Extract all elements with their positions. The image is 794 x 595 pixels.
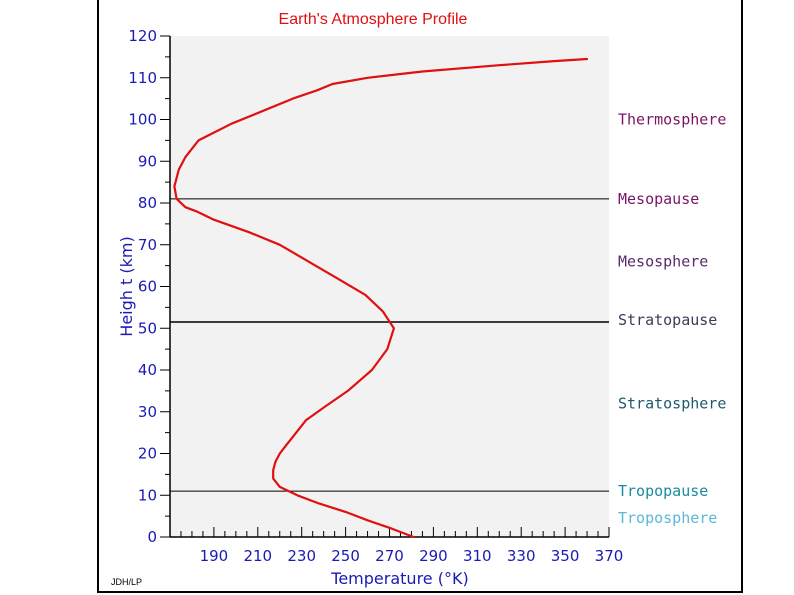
layer-label-mesopause: Mesopause — [618, 190, 699, 208]
y-tick-label: 30 — [138, 403, 157, 421]
layer-label-stratosphere: Stratosphere — [618, 394, 726, 412]
layer-label-thermosphere: Thermosphere — [618, 111, 726, 129]
chart-title: Earth's Atmosphere Profile — [279, 11, 468, 28]
x-tick-label: 350 — [551, 547, 580, 565]
y-tick-label: 70 — [138, 236, 157, 254]
credit-label: JDH/LP — [111, 577, 142, 587]
y-tick-label: 50 — [138, 319, 157, 337]
x-tick-label: 190 — [200, 547, 229, 565]
x-tick-label: 250 — [331, 547, 360, 565]
y-tick-label: 80 — [138, 194, 157, 212]
layer-label-tropopause: Tropopause — [618, 482, 708, 500]
y-tick-label: 20 — [138, 445, 157, 463]
x-axis-label: Temperature (°K) — [330, 569, 468, 588]
layer-label-mesosphere: Mesosphere — [618, 252, 708, 270]
y-tick-label: 40 — [138, 361, 157, 379]
plot-background — [170, 36, 609, 537]
x-tick-label: 210 — [243, 547, 272, 565]
y-tick-label: 0 — [147, 528, 157, 546]
x-tick-label: 270 — [375, 547, 404, 565]
y-tick-label: 10 — [138, 486, 157, 504]
y-tick-label: 110 — [128, 69, 157, 87]
temperature-curve — [173, 57, 589, 539]
x-tick-label: 230 — [287, 547, 316, 565]
x-tick-label: 310 — [463, 547, 492, 565]
y-axis-label: Heigh t (km) — [117, 236, 136, 336]
x-tick-label: 370 — [595, 547, 624, 565]
layer-label-troposphere: Troposphere — [618, 509, 717, 527]
x-tick-label: 290 — [419, 547, 448, 565]
y-tick-label: 100 — [128, 111, 157, 129]
x-tick-label: 330 — [507, 547, 536, 565]
y-tick-label: 90 — [138, 152, 157, 170]
plot-area: 0 10 20 30 40 50 60 70 80 90 100 110 120 190 210 230 250… — [128, 27, 726, 565]
y-tick-label: 60 — [138, 278, 157, 296]
layer-label-stratopause: Stratopause — [618, 311, 717, 329]
y-tick-label: 120 — [128, 27, 157, 45]
